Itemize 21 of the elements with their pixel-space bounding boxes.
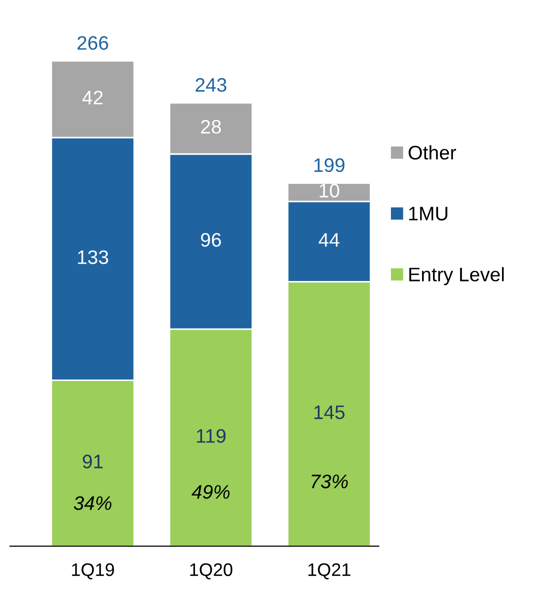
x-tick-label: 1Q19 [72, 563, 114, 580]
annotation: 34% [74, 496, 112, 510]
x-tick-label: 1Q21 [308, 563, 350, 580]
annotation: 73% [312, 474, 348, 488]
annotation: 49% [192, 485, 230, 499]
data-label: 133 [78, 250, 108, 264]
data-label: 96 [201, 232, 221, 247]
total-label: 199 [314, 158, 344, 172]
data-label: 119 [196, 429, 226, 443]
data-label: 44 [318, 233, 340, 247]
legend-label: Other [408, 145, 456, 160]
legend-label: Entry Level [409, 267, 504, 286]
data-label: 42 [82, 90, 103, 104]
data-label: 145 [314, 406, 345, 420]
total-label: 266 [78, 36, 108, 50]
data-label: 91 [82, 454, 103, 468]
x-tick-label: 1Q20 [190, 563, 232, 580]
data-label: 28 [201, 120, 221, 134]
legend-label: 1MU [409, 206, 448, 220]
total-label: 243 [196, 78, 226, 92]
data-label: 10 [320, 184, 340, 198]
